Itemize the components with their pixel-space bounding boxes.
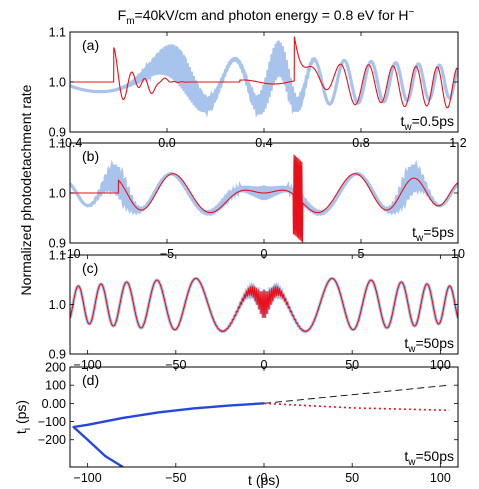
x-axis-label: t (ps): [248, 472, 280, 488]
tw-label: tw=50ps: [404, 448, 454, 468]
series-blue-trajectory: [72, 402, 265, 467]
series-main: [70, 277, 458, 333]
tw-label: tw=50ps: [404, 335, 454, 355]
x-tick-label: 0: [261, 471, 268, 485]
panel-a: −0.40.00.40.81.20.91.01.1(a)tw=0.5ps: [49, 26, 467, 151]
y-tick-label: 1.0: [49, 298, 66, 312]
x-tick-label: 0: [261, 358, 268, 372]
plot-area: [72, 384, 450, 467]
x-tick-label: 100: [430, 358, 451, 372]
y-tick-label: −200: [38, 433, 66, 447]
panel-label: (a): [82, 37, 99, 53]
y-tick-label: 1.1: [49, 249, 66, 263]
title-part-2: =40kV/cm and photon energy = 0.8 eV for …: [135, 7, 409, 23]
series-background: [70, 159, 458, 217]
title-part-0: F: [118, 7, 127, 23]
series-dashed-line: [263, 384, 450, 404]
figure-title: Fm=40kV/cm and photon energy = 0.8 eV fo…: [118, 7, 415, 27]
series-background: [70, 40, 458, 118]
x-tick-label: 100: [430, 471, 451, 485]
y-tick-label: 0.00: [42, 397, 66, 411]
plot-area: [70, 154, 458, 243]
y-tick-label: −100: [38, 415, 66, 429]
x-tick-label: −5: [160, 247, 174, 261]
tw-label: tw=5ps: [412, 224, 454, 244]
tw-label: tw=0.5ps: [400, 113, 454, 133]
x-tick-label: 5: [358, 247, 365, 261]
shared-y-label: Normalized photodetachment rate: [18, 84, 34, 295]
panel-label: (d): [82, 372, 99, 388]
series-main: [70, 154, 458, 243]
x-tick-label: −100: [74, 471, 102, 485]
y-tick-label: 1.0: [49, 76, 66, 90]
x-tick-label: 50: [345, 358, 359, 372]
panel-d: −100 −50 0 50 100 −200 −100 0.00 100 200 (d) tw=50p…: [13, 361, 459, 488]
y-tick-label: 0.9: [49, 237, 66, 251]
x-tick-label: −50: [165, 471, 186, 485]
x-tick-label: −100: [74, 358, 102, 372]
y-tick-label: 1.0: [49, 187, 66, 201]
x-tick-label: 10: [451, 247, 465, 261]
plot-area: [70, 36, 458, 118]
y-tick-label: 1.1: [49, 137, 66, 151]
x-tick-label: −10: [59, 247, 80, 261]
plot-area: [70, 276, 458, 334]
x-tick-label: 50: [345, 471, 359, 485]
series-red-dotted: [263, 402, 450, 412]
panel-label: (c): [82, 260, 98, 276]
panel-b: −10 −5 0 5 10 0.9 1.0 1.1 (b) tw=5ps: [49, 137, 465, 262]
x-tick-label: −50: [165, 358, 186, 372]
panel-label: (b): [82, 148, 99, 164]
y-tick-label: 0.9: [49, 126, 66, 140]
title-part-3: −: [409, 7, 415, 18]
y-tick-label: 200: [45, 361, 66, 375]
y-tick-label: 100: [45, 379, 66, 393]
y-axis-label: ti (ps): [13, 400, 33, 434]
series-main: [70, 36, 458, 109]
y-tick-label: 1.1: [49, 26, 66, 40]
title-part-1: m: [126, 16, 134, 27]
y-tick-label: 0.9: [49, 348, 66, 362]
x-tick-label: 0: [261, 247, 268, 261]
